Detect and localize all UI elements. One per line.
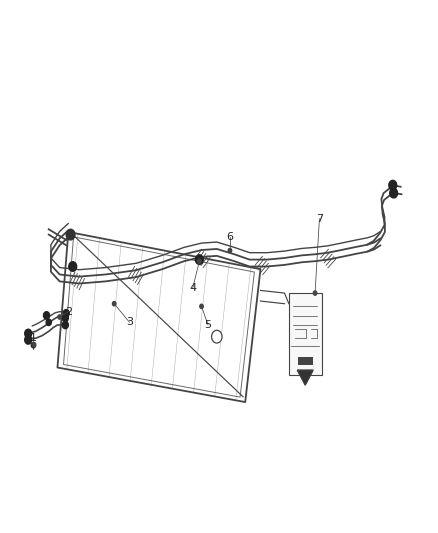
Circle shape xyxy=(390,188,398,198)
Circle shape xyxy=(228,248,232,253)
Text: 1: 1 xyxy=(30,333,37,343)
Circle shape xyxy=(195,255,203,264)
Circle shape xyxy=(62,314,68,322)
Bar xyxy=(289,293,321,375)
Text: 3: 3 xyxy=(126,317,133,327)
Text: 2: 2 xyxy=(65,306,72,317)
Circle shape xyxy=(32,343,35,347)
Circle shape xyxy=(62,321,68,329)
Text: 4: 4 xyxy=(189,283,196,293)
Text: 6: 6 xyxy=(226,232,233,243)
Circle shape xyxy=(31,343,35,348)
Circle shape xyxy=(389,180,397,190)
Circle shape xyxy=(113,302,116,306)
Circle shape xyxy=(200,304,203,309)
Circle shape xyxy=(198,259,201,263)
Circle shape xyxy=(25,329,32,338)
Circle shape xyxy=(66,229,75,240)
Circle shape xyxy=(58,315,61,319)
Circle shape xyxy=(43,312,49,319)
Polygon shape xyxy=(297,370,313,385)
Circle shape xyxy=(69,262,77,271)
Circle shape xyxy=(212,330,222,343)
Circle shape xyxy=(25,336,32,344)
Circle shape xyxy=(63,310,69,317)
Bar xyxy=(297,357,313,365)
Text: 7: 7 xyxy=(316,214,323,224)
Circle shape xyxy=(46,319,51,326)
Circle shape xyxy=(313,291,317,295)
Text: 5: 5 xyxy=(205,320,212,330)
